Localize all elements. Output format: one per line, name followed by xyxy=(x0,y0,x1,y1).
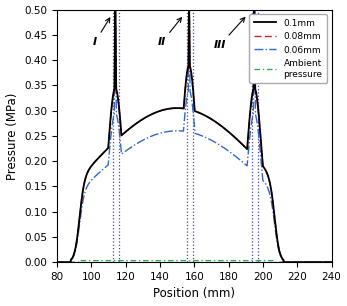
Y-axis label: Pressure (MPa): Pressure (MPa) xyxy=(6,92,18,180)
Text: III: III xyxy=(214,17,245,50)
Text: II: II xyxy=(158,18,181,47)
Text: I: I xyxy=(93,18,110,47)
Legend: 0.1mm, 0.08mm, 0.06mm, Ambient
pressure: 0.1mm, 0.08mm, 0.06mm, Ambient pressure xyxy=(249,14,327,83)
X-axis label: Position (mm): Position (mm) xyxy=(153,287,235,300)
